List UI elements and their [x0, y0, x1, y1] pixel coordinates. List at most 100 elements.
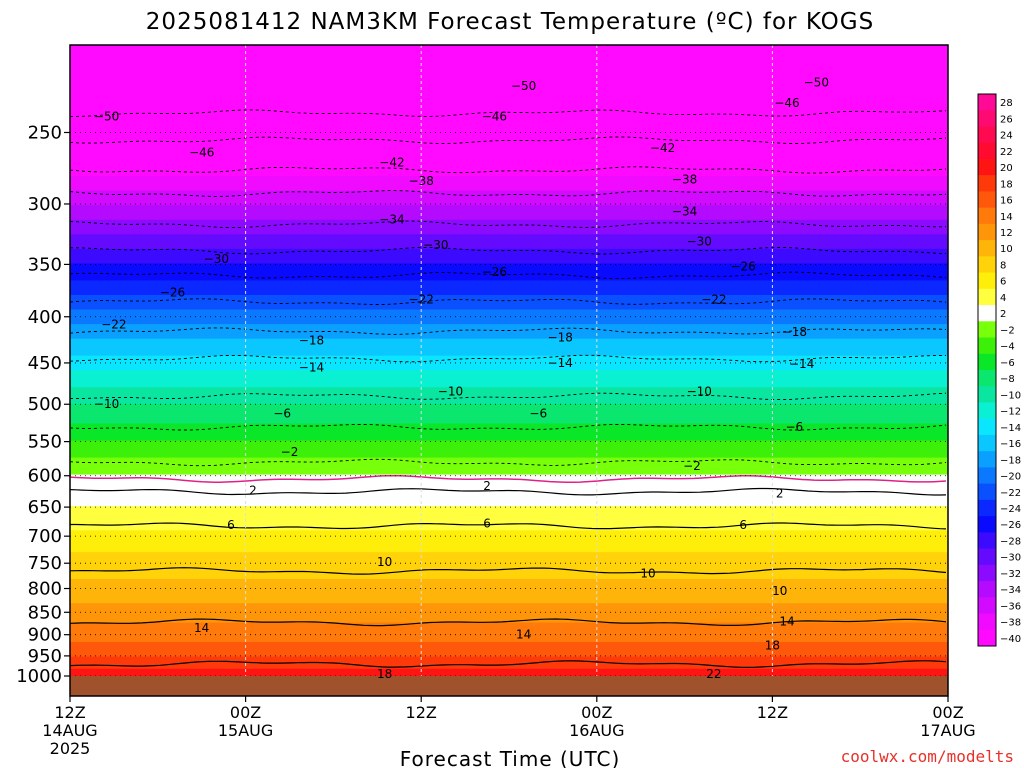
x-tick-label: 00Z	[230, 703, 261, 722]
temperature-band	[70, 450, 948, 454]
temperature-band	[70, 207, 948, 211]
colorbar-label: 22	[1000, 147, 1013, 158]
contour-line	[70, 190, 947, 197]
temperature-band	[70, 375, 948, 379]
contour-label: −6	[273, 407, 291, 421]
contour-label: −34	[379, 212, 404, 226]
temperature-band	[70, 663, 948, 667]
colorbar-label: −16	[1000, 439, 1021, 450]
temperature-band	[70, 564, 948, 568]
temperature-band	[70, 314, 948, 318]
colorbar-swatch	[978, 532, 996, 549]
temperature-band	[70, 95, 948, 99]
temperature-band	[70, 134, 948, 138]
temperature-band	[70, 389, 948, 393]
contour-line	[70, 660, 947, 669]
temperature-band	[70, 103, 948, 107]
colorbar-label: −20	[1000, 472, 1021, 483]
contour-label: −6	[529, 407, 547, 421]
temperature-band	[70, 45, 948, 49]
temperature-band	[70, 566, 948, 570]
temperature-band	[70, 241, 948, 245]
contour-label: 10	[640, 567, 655, 581]
y-tick-label: 450	[28, 353, 62, 374]
contour-line	[70, 354, 947, 363]
temperature-band	[70, 224, 948, 228]
y-tick-label: 700	[28, 526, 62, 547]
y-tick-label: 600	[28, 466, 62, 487]
colorbar-swatch	[978, 629, 996, 647]
temperature-band	[70, 445, 948, 449]
temperature-band	[70, 86, 948, 90]
temperature-band	[70, 294, 948, 298]
colorbar-swatch	[978, 402, 996, 420]
x-tick-label: 15AUG	[218, 721, 273, 740]
temperature-band	[70, 81, 948, 85]
temperature-band	[70, 540, 948, 544]
colorbar-swatch	[978, 207, 996, 225]
temperature-band	[70, 251, 948, 255]
temperature-band	[70, 593, 948, 597]
colorbar-swatch	[978, 272, 996, 290]
temperature-band	[70, 532, 948, 536]
temperature-band	[70, 447, 948, 451]
temperature-band	[70, 629, 948, 633]
contour-label: −6	[785, 420, 803, 434]
temperature-band	[70, 54, 948, 58]
contour-label: −46	[774, 96, 799, 110]
temperature-band	[70, 591, 948, 595]
credit-text: coolwx.com/modelts	[841, 747, 1014, 766]
temperature-band	[70, 239, 948, 243]
temperature-band	[70, 210, 948, 214]
temperature-band	[70, 654, 948, 658]
y-tick-label: 750	[28, 553, 62, 574]
x-tick-label: 00Z	[932, 703, 963, 722]
temperature-band	[70, 285, 948, 289]
colorbar-swatch	[978, 564, 996, 582]
contour-label: 2	[776, 487, 784, 501]
y-tick-label: 300	[28, 194, 62, 215]
temperature-band	[70, 168, 948, 172]
temperature-band	[70, 632, 948, 636]
temperature-band	[70, 229, 948, 233]
temperature-band	[70, 382, 948, 386]
colorbar-swatch	[978, 256, 996, 273]
temperature-band	[70, 309, 948, 313]
temperature-band	[70, 399, 948, 403]
temperature-band	[70, 188, 948, 192]
temperature-band	[70, 661, 948, 665]
contour-label: −46	[482, 109, 507, 123]
temperature-band	[70, 64, 948, 68]
plot-area: −50 −50 −50 −46 −46 −46 −42 −42 −38 −38 −34 −34 −30 −…	[70, 45, 948, 696]
contour-line	[70, 567, 947, 575]
colorbar-label: −30	[1000, 553, 1021, 564]
temperature-band	[70, 319, 948, 323]
temperature-band	[70, 525, 948, 529]
temperature-band	[70, 71, 948, 75]
colorbar-swatch	[978, 516, 996, 533]
temperature-band	[70, 559, 948, 563]
temperature-band	[70, 214, 948, 218]
colorbar-label: −24	[1000, 504, 1021, 515]
colorbar-label: 12	[1000, 228, 1013, 239]
temperature-band	[70, 406, 948, 410]
temperature-band	[70, 47, 948, 51]
temperature-band	[70, 234, 948, 238]
temperature-band	[70, 656, 948, 660]
temperature-band	[70, 76, 948, 80]
temperature-band	[70, 496, 948, 500]
temperature-band	[70, 52, 948, 56]
contour-line	[70, 166, 947, 174]
temperature-band	[70, 343, 948, 347]
colorbar-label: −14	[1000, 423, 1021, 434]
temperature-band	[70, 537, 948, 541]
temperature-band	[70, 527, 948, 531]
temperature-band	[70, 542, 948, 546]
temperature-band	[70, 392, 948, 396]
temperature-band	[70, 112, 948, 116]
temperature-band	[70, 185, 948, 189]
contour-label: 2	[249, 483, 257, 497]
temperature-band	[70, 105, 948, 109]
contour-line	[70, 136, 947, 144]
temperature-band	[70, 122, 948, 126]
